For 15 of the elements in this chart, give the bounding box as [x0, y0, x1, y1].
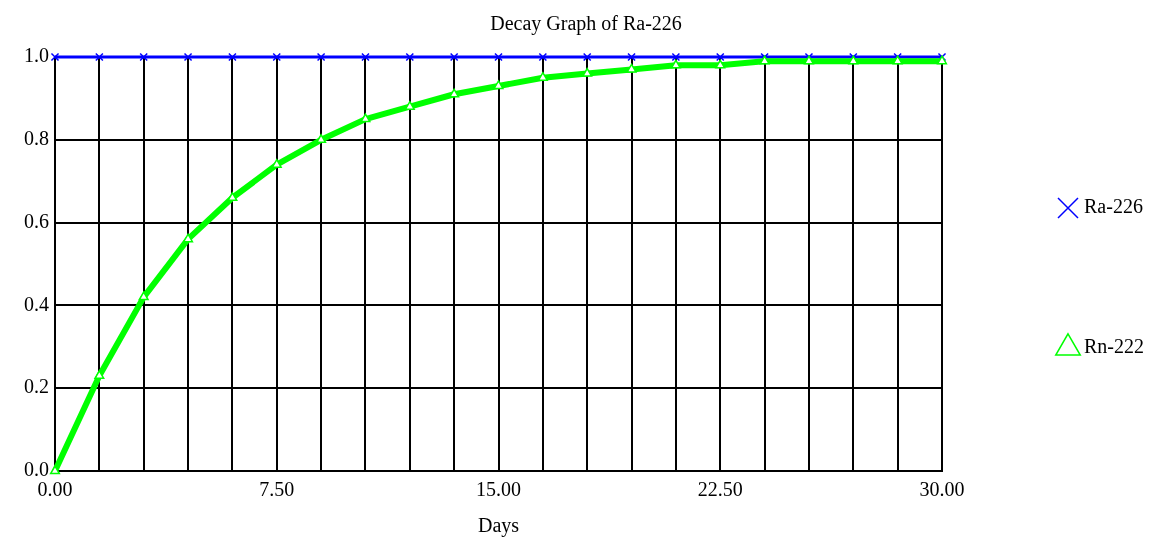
- legend-label: Rn-222: [1084, 335, 1144, 358]
- x-axis-title: Days: [477, 514, 520, 538]
- y-tick-label: 0.8: [24, 127, 49, 150]
- x-tick-label: 0.00: [37, 478, 73, 501]
- chart-title: Decay Graph of Ra-226: [490, 12, 682, 36]
- y-tick-label: 1.0: [24, 44, 49, 67]
- x-tick-label: 22.50: [697, 478, 743, 501]
- x-tick-label: 7.50: [259, 478, 295, 501]
- x-tick-label: 15.00: [476, 478, 521, 501]
- legend-label: Ra-226: [1084, 195, 1143, 218]
- y-tick-label: 0.2: [24, 375, 49, 398]
- y-tick-label: 0.0: [24, 458, 49, 481]
- y-tick-label: 0.4: [24, 292, 49, 315]
- x-tick-label: 30.00: [919, 478, 965, 501]
- y-tick-label: 0.6: [24, 209, 49, 232]
